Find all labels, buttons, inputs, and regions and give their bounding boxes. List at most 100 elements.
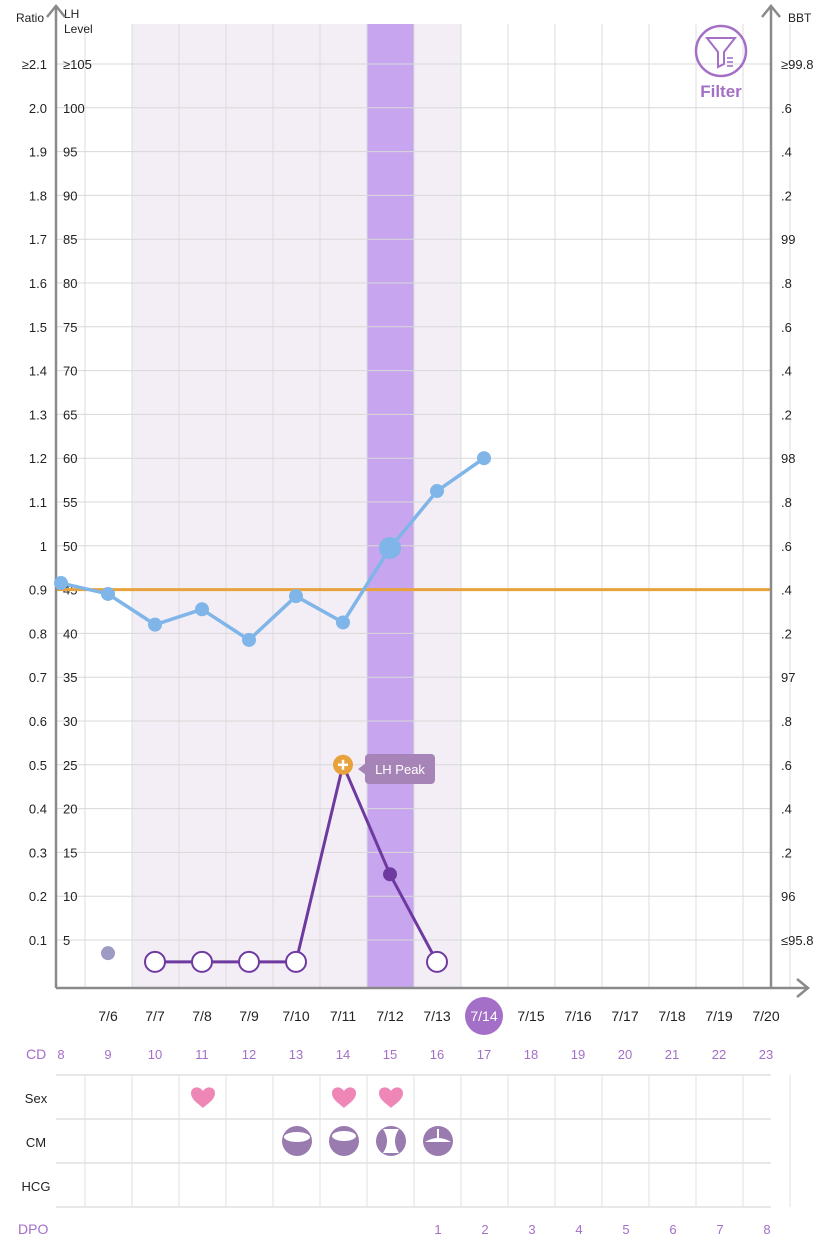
bbt-point[interactable]: [477, 451, 491, 466]
ratio-tick-label: 1.1: [29, 495, 47, 510]
bbt-tick-label: 96: [781, 889, 795, 904]
bbt-series: [54, 451, 491, 647]
date-label[interactable]: 7/17: [611, 1008, 638, 1024]
lh-tick-label: 10: [63, 889, 77, 904]
bbt-tick-label: .8: [781, 495, 792, 510]
lh-axis-title-line1: LH: [64, 7, 79, 21]
ratio-tick-label: 1.7: [29, 232, 47, 247]
sex-markers: [191, 1087, 403, 1108]
bbt-point[interactable]: [242, 632, 256, 647]
cd-value: 10: [148, 1047, 162, 1062]
filter-label: Filter: [700, 82, 742, 101]
heart-icon[interactable]: [332, 1087, 356, 1108]
bbt-tick-label: ≥99.8: [781, 57, 813, 72]
ratio-tick-label: 1: [40, 539, 47, 554]
cm-sticky-icon[interactable]: [423, 1126, 453, 1156]
lh-tick-label: 25: [63, 758, 77, 773]
ratio-tick-label: ≥2.1: [22, 57, 47, 72]
lh-peak-tooltip: LH Peak: [358, 754, 435, 784]
cd-value: 22: [712, 1047, 726, 1062]
dpo-value: 4: [575, 1222, 582, 1237]
cm-eggwhite-icon[interactable]: [376, 1126, 406, 1156]
lh-tick-label: 40: [63, 626, 77, 641]
ratio-tick-label: 1.3: [29, 407, 47, 422]
bbt-axis-title: BBT: [788, 11, 812, 25]
lh-tick-label: 65: [63, 407, 77, 422]
date-label[interactable]: 7/7: [145, 1008, 165, 1024]
date-label[interactable]: 7/14: [470, 1008, 497, 1024]
bbt-point[interactable]: [430, 484, 444, 499]
bbt-point[interactable]: [336, 615, 350, 630]
dpo-value: 3: [528, 1222, 535, 1237]
ratio-tick-label: 1.2: [29, 451, 47, 466]
date-label[interactable]: 7/18: [658, 1008, 685, 1024]
date-label[interactable]: 7/20: [752, 1008, 779, 1024]
lh-tick-label: 90: [63, 188, 77, 203]
heart-icon[interactable]: [379, 1087, 403, 1108]
date-labels: 7/6 7/7 7/8 7/9 7/10 7/11 7/12 7/13 7/14 7/15 7/16…: [98, 1008, 780, 1024]
date-label[interactable]: 7/8: [192, 1008, 212, 1024]
bbt-tick-label: 98: [781, 451, 795, 466]
left-axis-labels: ≥2.1 2.0 1.9 1.8 1.7 1.6 1.5 1.4 1.3 1.2 1.1 1 0.9 0.…: [22, 57, 92, 948]
ratio-tick-label: 1.6: [29, 276, 47, 291]
cm-creamy-icon[interactable]: [282, 1126, 312, 1156]
lh-tick-label: 75: [63, 320, 77, 335]
lh-tick-label: 85: [63, 232, 77, 247]
heart-icon[interactable]: [191, 1087, 215, 1108]
cm-watery-icon[interactable]: [329, 1126, 359, 1156]
cd-value: 18: [524, 1047, 538, 1062]
date-label[interactable]: 7/16: [564, 1008, 591, 1024]
date-label[interactable]: 7/12: [376, 1008, 403, 1024]
date-label[interactable]: 7/10: [282, 1008, 309, 1024]
date-label[interactable]: 7/6: [98, 1008, 118, 1024]
ratio-tick-label: 1.4: [29, 364, 47, 379]
bbt-point[interactable]: [54, 576, 68, 591]
dpo-value: 8: [763, 1222, 770, 1237]
lh-point-low[interactable]: [191, 950, 213, 973]
lh-point-low[interactable]: [238, 950, 260, 973]
lh-point-low[interactable]: [426, 950, 448, 973]
bbt-tick-label: .4: [781, 364, 792, 379]
bbt-point[interactable]: [148, 617, 162, 632]
ratio-tick-label: 1.9: [29, 145, 47, 160]
bbt-tick-label: .8: [781, 714, 792, 729]
lh-isolated-point[interactable]: [101, 946, 115, 961]
bbt-tick-label: .4: [781, 145, 792, 160]
date-label[interactable]: 7/19: [705, 1008, 732, 1024]
lh-series: [101, 754, 448, 973]
cm-markers: [282, 1126, 453, 1156]
bbt-point[interactable]: [101, 586, 115, 601]
dpo-label: DPO: [18, 1221, 48, 1237]
lh-tick-label: 95: [63, 145, 77, 160]
bbt-point[interactable]: [379, 536, 401, 559]
bbt-tick-label: 99: [781, 232, 795, 247]
bbt-line: [60, 456, 486, 643]
lh-tick-label: 35: [63, 670, 77, 685]
date-label[interactable]: 7/13: [423, 1008, 450, 1024]
bbt-tick-label: .2: [781, 845, 792, 860]
ratio-axis-title: Ratio: [16, 11, 44, 25]
bbt-tick-label: .4: [781, 583, 792, 598]
lh-point[interactable]: [383, 867, 397, 882]
date-label[interactable]: 7/9: [239, 1008, 259, 1024]
lh-tick-label: 80: [63, 276, 77, 291]
bbt-point[interactable]: [289, 589, 303, 604]
lh-axis-title-line2: Level: [64, 22, 93, 36]
lh-tick-label: 55: [63, 495, 77, 510]
bbt-tick-label: .2: [781, 188, 792, 203]
ratio-tick-label: 1.5: [29, 320, 47, 335]
bbt-point[interactable]: [195, 602, 209, 617]
filter-button[interactable]: Filter: [694, 24, 748, 101]
date-label[interactable]: 7/11: [330, 1008, 356, 1024]
cd-value: 9: [104, 1047, 111, 1062]
lh-point-low[interactable]: [285, 950, 307, 973]
dpo-value: 6: [669, 1222, 676, 1237]
ratio-tick-label: 0.8: [29, 626, 47, 641]
lh-point-low[interactable]: [144, 950, 166, 973]
ratio-tick-label: 0.7: [29, 670, 47, 685]
hcg-row-label: HCG: [22, 1179, 51, 1194]
cd-value: 11: [195, 1047, 209, 1062]
date-label[interactable]: 7/15: [517, 1008, 544, 1024]
cd-value: 13: [289, 1047, 303, 1062]
bbt-tick-label: ≤95.8: [781, 933, 813, 948]
